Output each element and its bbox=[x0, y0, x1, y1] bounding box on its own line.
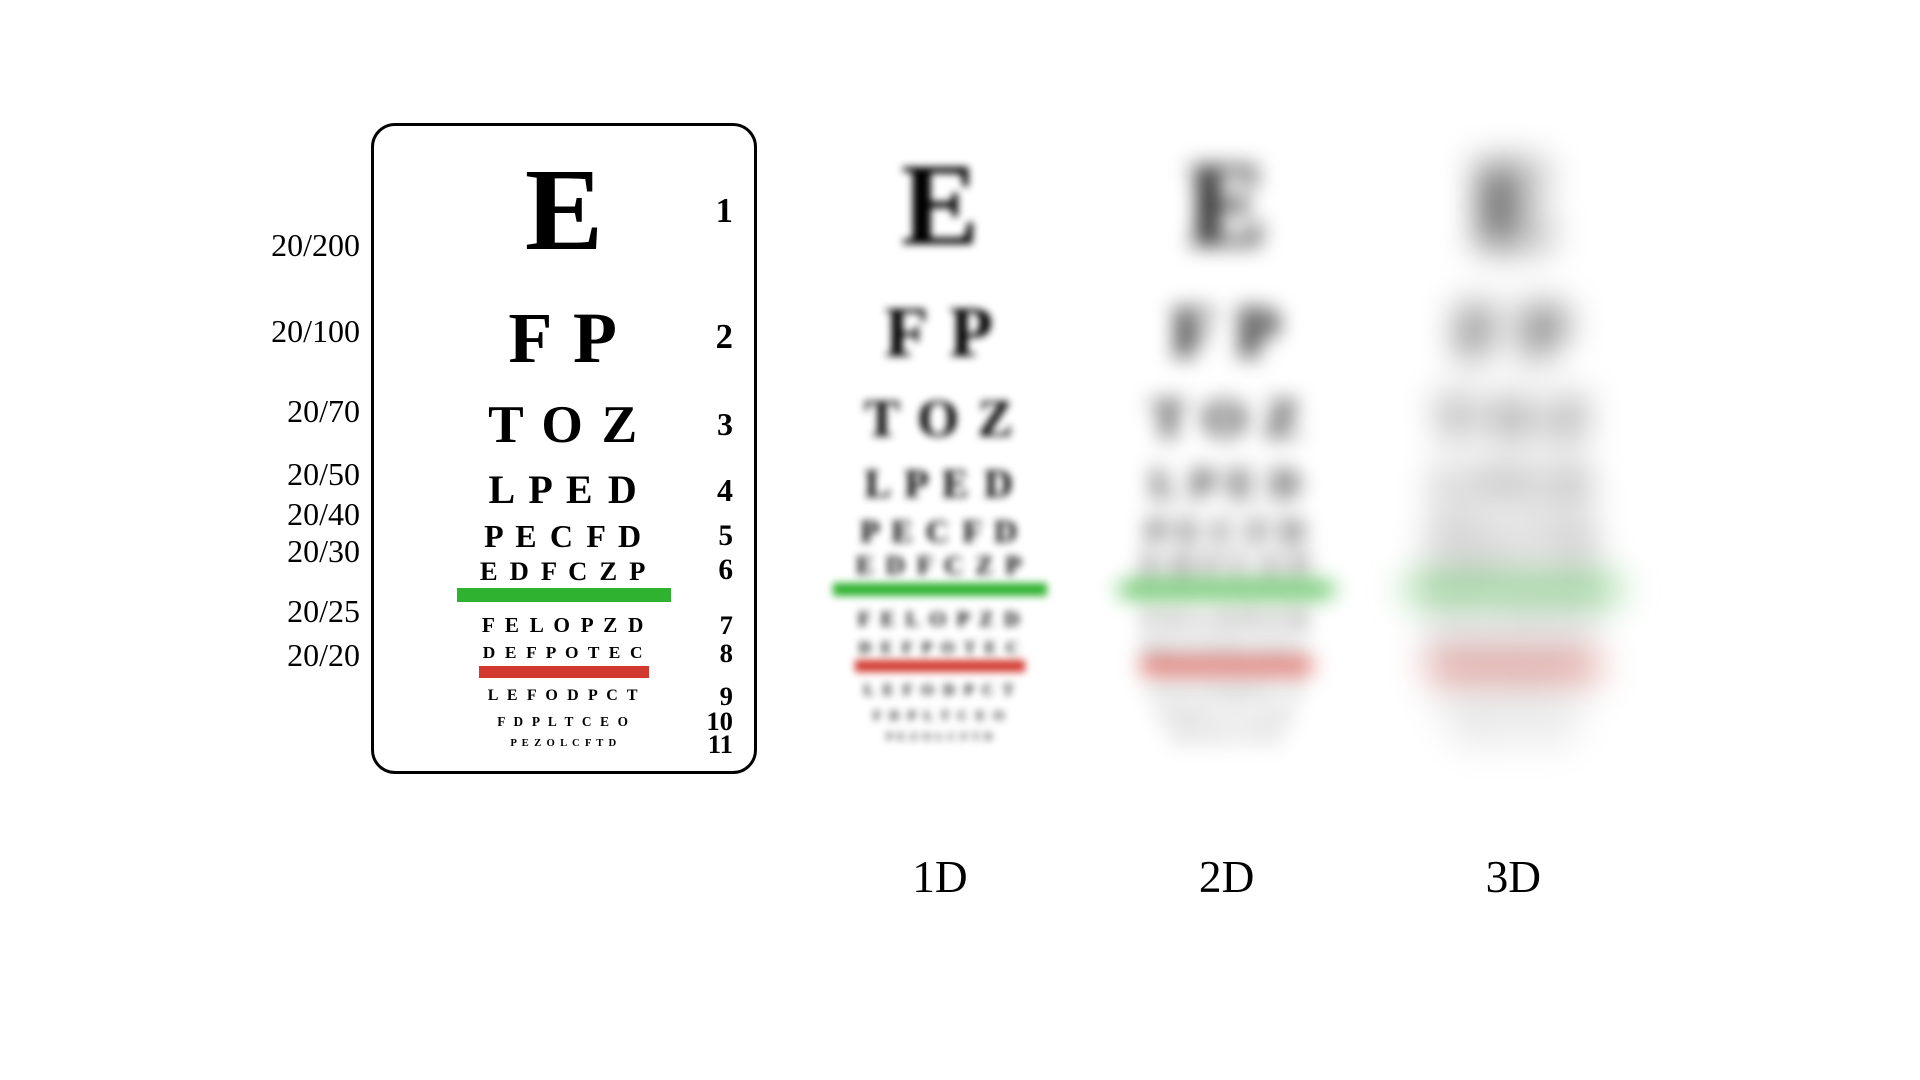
chart-letters: D E F P O T E C bbox=[1145, 639, 1307, 656]
chart-letters: E bbox=[1474, 147, 1552, 264]
chart-row: F D P L T C E O10 bbox=[1333, 709, 1693, 722]
chart-row-number: 11 bbox=[708, 731, 733, 758]
chart-letters: P E Z O L C F T D bbox=[510, 739, 617, 750]
chart-row-number: 5 bbox=[718, 522, 733, 551]
chart-letters: L E F O D P C T bbox=[1150, 683, 1302, 699]
chart-row: L P E D 4 bbox=[387, 470, 741, 510]
chart-row: F P 2 bbox=[387, 302, 741, 374]
chart-letters: F E L O P Z D bbox=[1431, 609, 1595, 630]
chart-row: E1 bbox=[387, 152, 741, 269]
acuity-label: 20/70 bbox=[287, 393, 360, 430]
chart-letters: F D P L T C E O bbox=[873, 709, 1006, 722]
chart-letters: D E F P O T E C bbox=[859, 639, 1021, 656]
chart-letters: F P bbox=[508, 302, 619, 374]
chart-row: F E L O P Z D7 bbox=[1333, 609, 1693, 630]
acuity-label: 20/200 bbox=[271, 227, 360, 264]
red-bar bbox=[855, 660, 1026, 672]
green-bar bbox=[833, 583, 1046, 596]
chart-letters: E bbox=[525, 152, 603, 269]
eye-chart-card: E1F P2T O Z3L P E D4P E C F D5E D F C Z … bbox=[371, 123, 758, 774]
acuity-label: 20/25 bbox=[287, 593, 360, 630]
chart-letters: E D F C Z P bbox=[480, 558, 648, 585]
chart-letters: D E F P O T E C bbox=[1432, 639, 1594, 656]
chart-letters: L E F O D P C T bbox=[864, 683, 1016, 699]
eye-chart-panel-d3: E1 F P2 T O Z3 L P E D4 P E C F D5 E D F C Z … bbox=[1320, 120, 1707, 765]
chart-letters: P E C F D bbox=[484, 520, 644, 552]
chart-row-number: 6 bbox=[718, 556, 733, 585]
chart-row: P E C F D5 bbox=[1333, 515, 1693, 547]
chart-row-number: 7 bbox=[720, 612, 733, 639]
chart-row: T O Z 3 bbox=[387, 398, 741, 451]
chart-letters: L P E D bbox=[1438, 464, 1589, 504]
green-bar bbox=[457, 588, 670, 601]
chart-row: P E C F D 5 bbox=[387, 520, 741, 552]
chart-row-number: 2 bbox=[716, 320, 733, 355]
red-bar bbox=[1428, 660, 1599, 672]
chart-row: E D F C Z P 6 bbox=[387, 558, 741, 585]
chart-letters: E D F C Z P bbox=[856, 552, 1024, 579]
chart-letters: F P bbox=[1171, 296, 1282, 368]
chart-letters: F D P L T C E O bbox=[1447, 709, 1580, 722]
acuity-label: 20/20 bbox=[287, 637, 360, 674]
acuity-label: 20/100 bbox=[271, 313, 360, 350]
chart-row: D E F P O T E C8 bbox=[1333, 639, 1693, 656]
chart-letters: F E L O P Z D bbox=[1145, 609, 1309, 630]
chart-letters: F E L O P Z D bbox=[482, 615, 646, 636]
chart-letters: F E L O P Z D bbox=[858, 609, 1022, 630]
green-bar bbox=[1407, 583, 1620, 596]
chart-row: L E F O D P C T9 bbox=[387, 688, 741, 704]
chart-letters: T O Z bbox=[1437, 392, 1589, 445]
chart-letters: L P E D bbox=[489, 470, 640, 510]
chart-letters: P E C F D bbox=[860, 515, 1020, 547]
chart-row: L E F O D P C T9 bbox=[1333, 683, 1693, 699]
chart-letters: L P E D bbox=[1151, 464, 1302, 504]
chart-row: E D F C Z P6 bbox=[1333, 552, 1693, 579]
acuity-label: 20/30 bbox=[287, 533, 360, 570]
chart-letters: E bbox=[901, 147, 979, 264]
chart-letters: L E F O D P C T bbox=[488, 688, 640, 704]
chart-letters: E D F C Z P bbox=[1142, 552, 1310, 579]
chart-row-number: 4 bbox=[717, 474, 733, 506]
chart-row: F D P L T C E O10 bbox=[387, 715, 741, 728]
chart-letters: P E C F D bbox=[1433, 515, 1593, 547]
eye-chart-copy: E1 F P2 T O Z3 L P E D4 P E C F D5 E D F C Z … bbox=[1320, 120, 1707, 765]
chart-letters: E bbox=[1187, 147, 1265, 264]
chart-letters: L E F O D P C T bbox=[1437, 683, 1589, 699]
chart-letters: P E Z O L C F T D bbox=[1173, 733, 1280, 744]
red-bar bbox=[1141, 660, 1312, 672]
chart-letters: P E Z O L C F T D bbox=[886, 733, 993, 744]
chart-letters: T O Z bbox=[864, 392, 1016, 445]
chart-letters: T O Z bbox=[1151, 392, 1303, 445]
chart-letters: P E Z O L C F T D bbox=[1460, 733, 1567, 744]
chart-letters: P E C F D bbox=[1147, 515, 1307, 547]
acuity-labels: 20/200 20/100 20/70 20/5020/4020/30 20/25 20/… bbox=[0, 0, 360, 1080]
acuity-label: 20/40 bbox=[287, 496, 360, 533]
chart-row: P E Z O L C F T D11 bbox=[1333, 733, 1693, 744]
diagram-stage: 20/200 20/100 20/70 20/5020/4020/30 20/25 20/… bbox=[0, 0, 1920, 1080]
chart-letters: L P E D bbox=[865, 464, 1016, 504]
green-bar bbox=[1120, 583, 1333, 596]
chart-letters: E D F C Z P bbox=[1429, 552, 1597, 579]
chart-row: F P2 bbox=[1333, 296, 1693, 368]
chart-letters: F D P L T C E O bbox=[1160, 709, 1293, 722]
chart-row: T O Z3 bbox=[1333, 392, 1693, 445]
chart-letters: F D P L T C E O bbox=[497, 715, 630, 728]
chart-row-number: 1 bbox=[716, 194, 733, 229]
chart-row: E1 bbox=[1333, 147, 1693, 264]
diopter-label: 3D bbox=[1320, 851, 1707, 903]
chart-letters: D E F P O T E C bbox=[483, 644, 645, 661]
chart-letters: F P bbox=[1458, 296, 1569, 368]
chart-row-number: 8 bbox=[720, 640, 733, 667]
chart-row-number: 3 bbox=[717, 408, 733, 440]
chart-row: F E L O P Z D 7 bbox=[387, 615, 741, 636]
chart-letters: T O Z bbox=[488, 398, 640, 451]
chart-row: D E F P O T E C8 bbox=[387, 644, 741, 661]
acuity-label: 20/50 bbox=[287, 456, 360, 493]
chart-row: P E Z O L C F T D11 bbox=[387, 739, 741, 750]
red-bar bbox=[479, 666, 650, 678]
eye-chart-panel-sharp: E1F P2T O Z3L P E D4P E C F D5E D F C Z … bbox=[371, 123, 758, 774]
chart-letters: F P bbox=[884, 296, 995, 368]
chart-row: L P E D4 bbox=[1333, 464, 1693, 504]
